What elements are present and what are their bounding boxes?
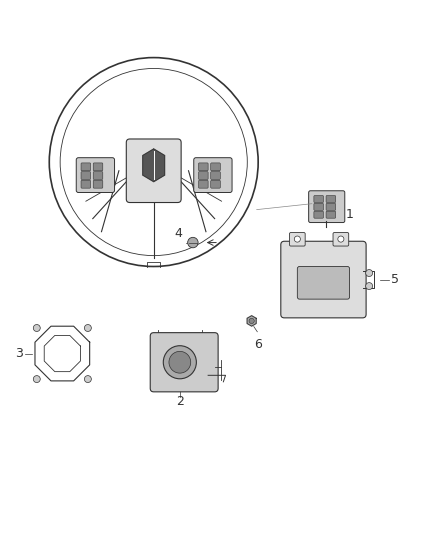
FancyBboxPatch shape bbox=[314, 211, 323, 218]
Circle shape bbox=[163, 346, 196, 379]
FancyBboxPatch shape bbox=[297, 266, 350, 299]
FancyBboxPatch shape bbox=[81, 163, 91, 171]
Text: 6: 6 bbox=[254, 338, 262, 351]
Circle shape bbox=[85, 325, 92, 332]
Circle shape bbox=[249, 318, 254, 324]
FancyBboxPatch shape bbox=[281, 241, 366, 318]
Text: 1: 1 bbox=[345, 208, 353, 221]
FancyBboxPatch shape bbox=[93, 163, 103, 171]
FancyBboxPatch shape bbox=[198, 172, 208, 180]
Circle shape bbox=[33, 325, 40, 332]
FancyBboxPatch shape bbox=[93, 172, 103, 180]
Circle shape bbox=[85, 376, 92, 383]
FancyBboxPatch shape bbox=[314, 204, 323, 211]
Polygon shape bbox=[247, 316, 256, 326]
Circle shape bbox=[338, 236, 344, 242]
Text: 2: 2 bbox=[176, 395, 184, 408]
FancyBboxPatch shape bbox=[211, 180, 220, 188]
FancyBboxPatch shape bbox=[76, 158, 115, 192]
Circle shape bbox=[169, 351, 191, 373]
FancyBboxPatch shape bbox=[211, 172, 220, 180]
FancyBboxPatch shape bbox=[81, 180, 91, 188]
FancyBboxPatch shape bbox=[150, 333, 218, 392]
Circle shape bbox=[33, 376, 40, 383]
Circle shape bbox=[366, 270, 373, 277]
Polygon shape bbox=[143, 149, 165, 182]
FancyBboxPatch shape bbox=[314, 196, 323, 203]
FancyBboxPatch shape bbox=[333, 232, 349, 246]
Circle shape bbox=[366, 282, 373, 289]
FancyBboxPatch shape bbox=[81, 172, 91, 180]
FancyBboxPatch shape bbox=[194, 158, 232, 192]
Circle shape bbox=[187, 237, 198, 248]
FancyBboxPatch shape bbox=[326, 196, 336, 203]
Text: 3: 3 bbox=[15, 347, 23, 360]
FancyBboxPatch shape bbox=[290, 232, 305, 246]
FancyBboxPatch shape bbox=[211, 163, 220, 171]
FancyBboxPatch shape bbox=[326, 211, 336, 218]
Circle shape bbox=[294, 236, 300, 242]
Text: 5: 5 bbox=[391, 273, 399, 286]
FancyBboxPatch shape bbox=[326, 204, 336, 211]
Text: 4: 4 bbox=[174, 228, 182, 240]
FancyBboxPatch shape bbox=[309, 191, 345, 223]
FancyBboxPatch shape bbox=[93, 180, 103, 188]
FancyBboxPatch shape bbox=[198, 163, 208, 171]
FancyBboxPatch shape bbox=[126, 139, 181, 203]
FancyBboxPatch shape bbox=[198, 180, 208, 188]
